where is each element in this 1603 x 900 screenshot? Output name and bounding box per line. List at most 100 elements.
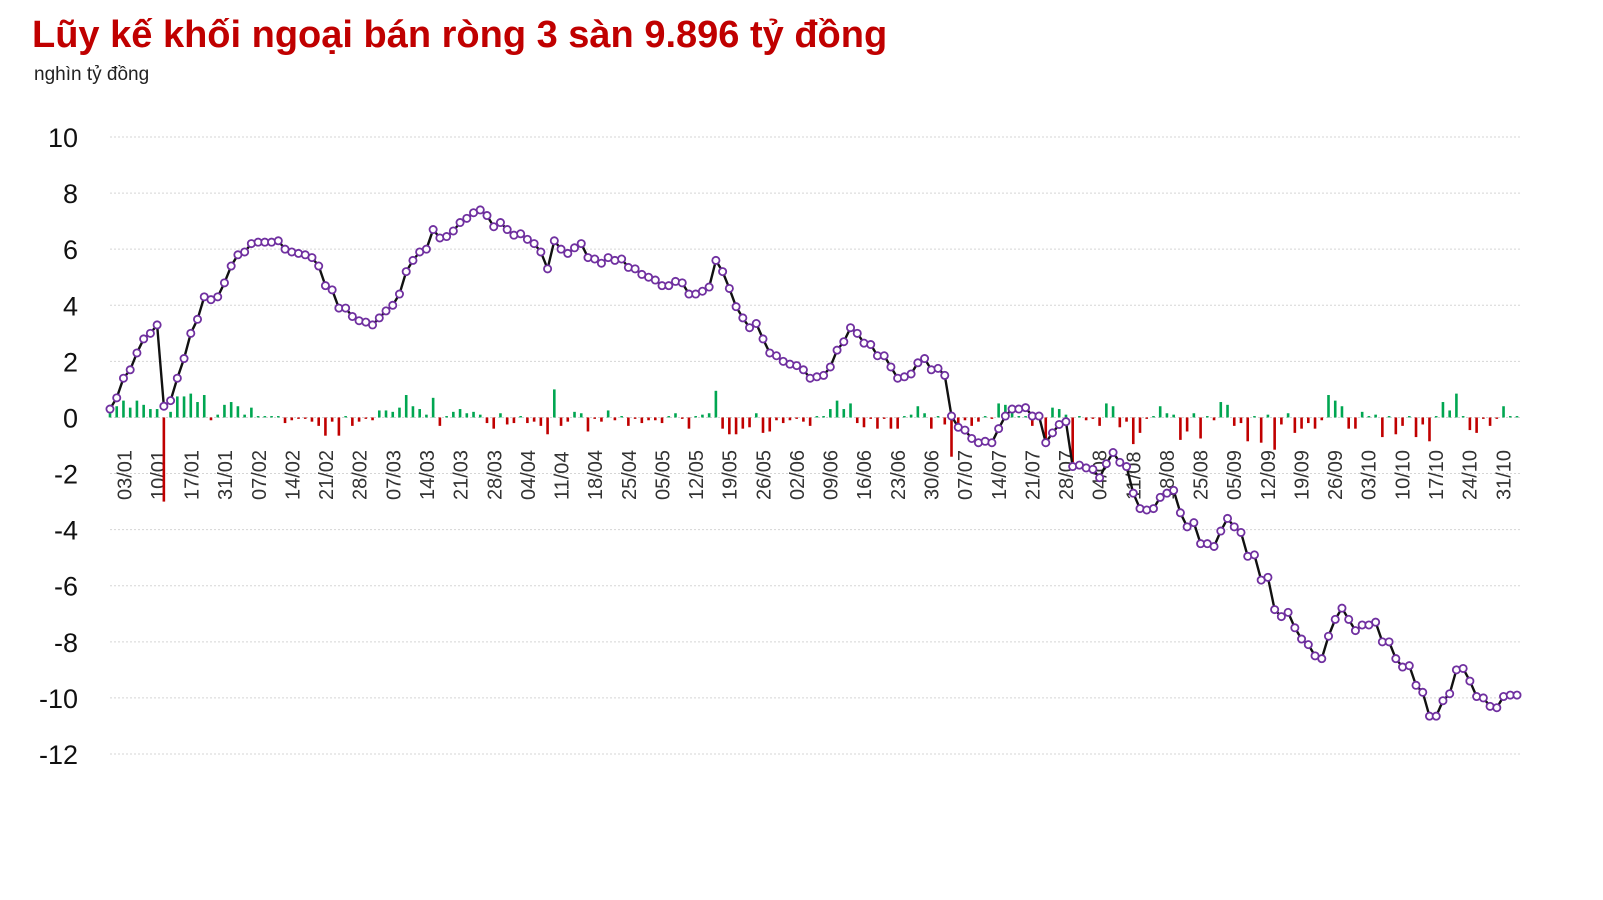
daily-net-bar [977, 417, 980, 422]
cumulative-point [327, 285, 337, 295]
daily-net-bar [1057, 409, 1061, 418]
daily-net-bar [1401, 417, 1404, 426]
daily-net-bar [1111, 406, 1115, 418]
cumulative-point [1330, 614, 1340, 624]
daily-net-bar [499, 413, 502, 418]
cumulative-point [213, 292, 223, 302]
daily-net-bar [680, 417, 684, 419]
daily-net-bar [1488, 417, 1492, 426]
daily-net-bar [1286, 413, 1290, 418]
daily-net-bar [263, 416, 267, 418]
cumulative-point [455, 218, 465, 228]
cumulative-point [1445, 689, 1455, 699]
daily-net-bar [1206, 416, 1209, 418]
cumulative-point [1344, 614, 1354, 624]
daily-net-bar [1461, 416, 1465, 418]
cumulative-point [219, 278, 229, 288]
cumulative-point [792, 361, 802, 371]
x-tick-label: 03/10 [1359, 450, 1381, 500]
cumulative-point [664, 281, 674, 291]
daily-net-bar [586, 417, 590, 432]
daily-net-bar [1024, 416, 1027, 418]
cumulative-point [1128, 488, 1138, 498]
cumulative-point [152, 320, 162, 330]
daily-net-bar [566, 417, 570, 422]
cumulative-point [994, 424, 1004, 434]
daily-net-bar [802, 417, 805, 422]
cumulative-point [1216, 526, 1226, 536]
daily-net-bar [1125, 417, 1128, 422]
cumulative-point [522, 234, 532, 244]
daily-net-bar [1078, 416, 1081, 418]
cumulative-point [570, 243, 580, 253]
cumulative-point [960, 425, 970, 435]
x-tick-label: 03/01 [114, 450, 136, 500]
cumulative-point [1189, 518, 1199, 528]
y-tick-label: -4 [54, 516, 78, 546]
daily-net-bar [1434, 416, 1438, 418]
daily-net-bars [108, 389, 1519, 502]
daily-net-bar [526, 417, 529, 424]
cumulative-point [650, 275, 660, 285]
cumulative-point [590, 254, 600, 264]
daily-net-bar [1320, 417, 1324, 421]
y-tick-label: -6 [54, 572, 78, 602]
x-tick-label: 21/07 [1022, 450, 1044, 500]
daily-net-bar [896, 417, 899, 429]
cumulative-point [1175, 508, 1185, 518]
cumulative-point [381, 306, 391, 316]
y-tick-label: 0 [63, 403, 78, 433]
y-tick-label: 2 [63, 347, 78, 377]
cumulative-point [1021, 403, 1031, 413]
daily-net-bar [849, 403, 852, 418]
daily-net-bar [606, 410, 610, 418]
daily-net-bar [492, 417, 496, 429]
cumulative-point [368, 320, 378, 330]
cumulative-point [118, 373, 128, 383]
cumulative-point [1411, 680, 1421, 690]
daily-net-bar [162, 417, 166, 502]
cumulative-point [1478, 693, 1488, 703]
daily-net-bar [418, 409, 421, 418]
daily-net-bar [243, 414, 246, 418]
cumulative-point [394, 289, 404, 299]
daily-net-bar [1152, 416, 1155, 418]
daily-net-bar [1374, 414, 1377, 418]
cumulative-point [556, 244, 566, 254]
cumulative-point [839, 337, 849, 347]
cumulative-point [886, 362, 896, 372]
daily-net-bar [559, 417, 563, 426]
daily-net-bar [889, 417, 893, 429]
y-tick-labels: 10 8 6 4 2 0 -2 -4 -6 -8 -10 -12 [39, 123, 78, 770]
cumulative-point [320, 281, 330, 291]
daily-net-bar [553, 389, 556, 418]
y-tick-label: 6 [63, 235, 78, 265]
daily-net-bar [1495, 417, 1499, 419]
daily-net-bar [1091, 417, 1095, 419]
daily-net-bar [1340, 406, 1344, 418]
x-tick-label: 30/06 [922, 450, 944, 500]
cumulative-point [832, 345, 842, 355]
daily-net-bar [640, 417, 644, 424]
daily-net-bar [707, 413, 711, 418]
cumulative-point [341, 303, 351, 313]
cumulative-point [711, 255, 721, 265]
x-tick-label: 10/01 [148, 450, 170, 500]
x-tick-label: 18/04 [585, 450, 607, 500]
daily-net-bar [135, 400, 139, 418]
cumulative-point [1000, 411, 1010, 421]
daily-net-bar [808, 417, 812, 426]
cumulative-point [193, 314, 203, 324]
daily-net-bar [653, 417, 657, 421]
cumulative-point [536, 247, 546, 257]
daily-net-bar [1300, 417, 1303, 429]
cumulative-point [1431, 711, 1441, 721]
cumulative-point [1108, 448, 1118, 458]
daily-net-bar [835, 400, 839, 418]
daily-net-bar [923, 413, 926, 418]
daily-net-bar [822, 416, 825, 418]
daily-net-bar [990, 417, 994, 419]
cumulative-point [226, 261, 236, 271]
daily-net-bar [176, 396, 179, 418]
